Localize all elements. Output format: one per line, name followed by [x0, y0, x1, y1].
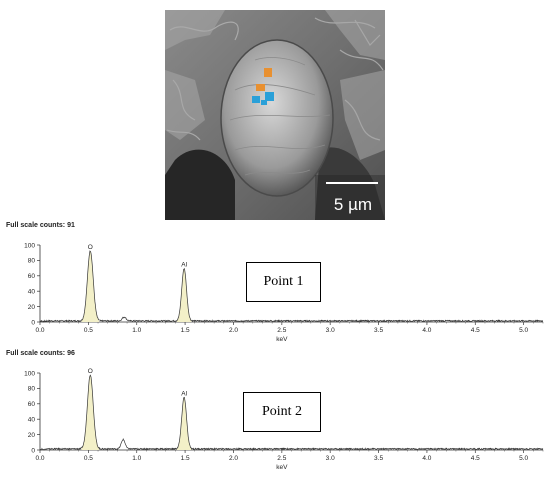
peak-fill: [176, 397, 192, 450]
spectrum-plot: 0 20 40 60 80 100 0.0 0.5 1.0 1.5 2.0 2.5 3.0 3.5 4.0 4…: [24, 368, 544, 471]
y-tick-label: 0: [31, 447, 35, 454]
x-tick-label: 3.0: [326, 327, 335, 334]
x-axis-label: keV: [276, 336, 288, 343]
x-tick-label: 0.0: [35, 455, 44, 462]
y-tick-label: 20: [28, 304, 36, 311]
x-tick-label: 3.5: [374, 327, 383, 334]
x-tick-label: 5.0: [519, 455, 528, 462]
x-tick-label: 5.0: [519, 327, 528, 334]
y-tick-label: 60: [28, 273, 36, 280]
spectrum-plot: 0 20 40 60 80 100 0.0 0.5 1.0 1.5 2.0 2.5 3.0 3.5 4.0 4…: [24, 242, 544, 343]
y-tick-label: 20: [28, 432, 36, 439]
y-tick-label: 60: [28, 401, 36, 408]
peak-label: Al: [181, 390, 187, 397]
dark-cavity: [165, 149, 235, 220]
spectrum-point-2: Full scale counts: 96 0 20 40 60 80 100 0.0 0.5…: [0, 350, 550, 475]
full-scale-counts-label: Full scale counts: 96: [6, 350, 75, 357]
y-tick-label: 100: [24, 370, 35, 377]
point-label-box: Point 2: [243, 392, 321, 432]
x-tick-label: 0.5: [84, 327, 93, 334]
x-tick-label: 0.5: [84, 455, 93, 462]
x-tick-label: 2.5: [277, 327, 286, 334]
x-tick-label: 1.0: [132, 327, 141, 334]
x-tick-label: 0.0: [35, 327, 44, 334]
x-tick-label: 1.5: [181, 455, 190, 462]
x-tick-label: 1.5: [181, 327, 190, 334]
particle-texture: [229, 57, 331, 176]
x-tick-label: 4.5: [471, 327, 480, 334]
point-1-marker: [264, 68, 272, 77]
peak-label: O: [88, 244, 93, 251]
y-tick-label: 100: [24, 242, 35, 249]
x-tick-label: 4.0: [422, 455, 431, 462]
x-tick-label: 2.0: [229, 455, 238, 462]
peak-fill: [81, 250, 100, 322]
x-tick-label: 2.5: [277, 455, 286, 462]
y-tick-label: 40: [28, 417, 36, 424]
spectrum-point-1: Full scale counts: 91 0 20 40 60 80 100 0.0 0.5…: [0, 222, 550, 347]
full-scale-counts-label: Full scale counts: 91: [6, 222, 75, 229]
point-label-box: Point 1: [246, 262, 321, 302]
peak-fill: [176, 268, 192, 322]
x-tick-label: 1.0: [132, 455, 141, 462]
peak-label: O: [88, 368, 93, 375]
peak-label: Al: [181, 262, 187, 269]
x-axis-label: keV: [276, 464, 288, 471]
surface-flakes: [165, 10, 385, 160]
y-tick-label: 0: [31, 319, 35, 326]
x-tick-label: 4.5: [471, 455, 480, 462]
spectrum-line: [39, 374, 544, 451]
spectrum-line: [39, 250, 544, 323]
x-tick-label: 2.0: [229, 327, 238, 334]
y-tick-label: 80: [28, 386, 36, 393]
x-tick-label: 3.5: [374, 455, 383, 462]
peak-fill: [81, 375, 100, 450]
point-2-marker: [265, 92, 274, 101]
scale-bar-label: 5 µm: [334, 195, 372, 214]
sem-micrograph: 5 µm: [165, 10, 385, 220]
particle: [220, 39, 334, 197]
x-tick-label: 4.0: [422, 327, 431, 334]
x-tick-label: 3.0: [326, 455, 335, 462]
y-tick-label: 40: [28, 289, 36, 296]
y-tick-label: 80: [28, 258, 36, 265]
